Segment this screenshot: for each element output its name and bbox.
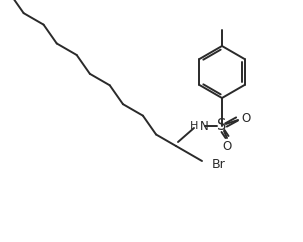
Text: Br: Br xyxy=(212,158,226,171)
Text: H: H xyxy=(190,121,198,131)
Text: O: O xyxy=(222,139,231,152)
Text: N: N xyxy=(200,120,209,133)
Text: S: S xyxy=(217,119,227,134)
Text: O: O xyxy=(241,112,251,124)
